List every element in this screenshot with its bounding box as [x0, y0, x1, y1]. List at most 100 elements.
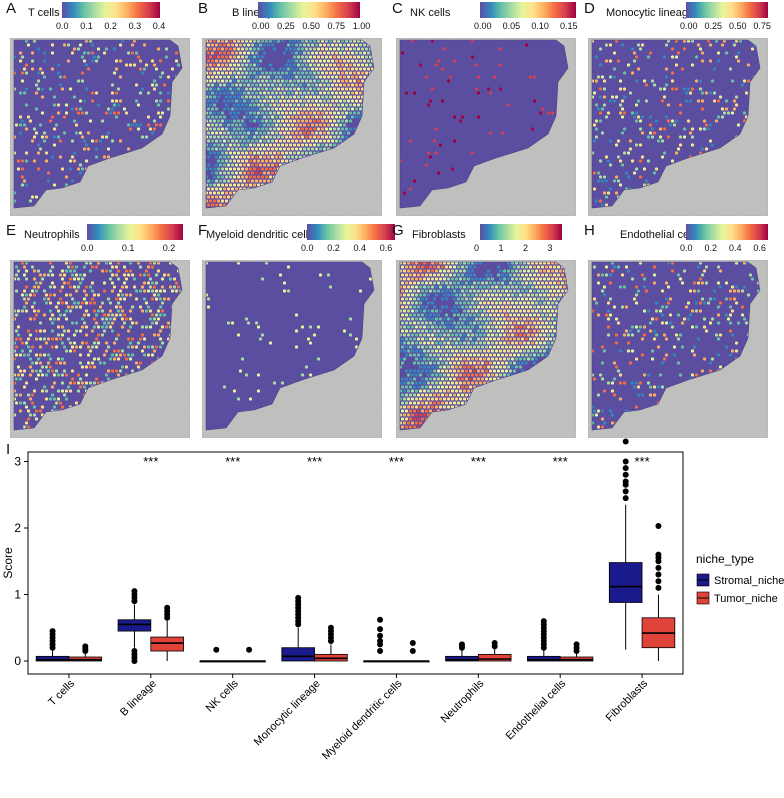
outlier-point — [377, 641, 384, 648]
colorbar-tick: 0.0 — [56, 21, 69, 31]
plot-frame — [27, 451, 684, 675]
panel-label-e: E — [6, 222, 17, 239]
outlier-point — [49, 644, 56, 651]
outlier-point — [49, 631, 56, 638]
outlier-point — [327, 624, 334, 631]
outlier-point — [409, 648, 416, 655]
panel-label-f: F — [198, 222, 208, 239]
y-tick-label: 3 — [14, 455, 21, 469]
colorbar-tick: 0.50 — [302, 21, 320, 31]
outlier-point — [49, 638, 56, 645]
box-stromal-niche — [281, 647, 315, 662]
colorbar-tick: 0.05 — [502, 21, 521, 31]
box-tumor-niche — [396, 660, 430, 663]
colorbar-tick: 0.4 — [152, 21, 166, 31]
panel-label-d: D — [584, 0, 595, 17]
outlier-point — [327, 631, 334, 638]
x-tick-label: Neutrophils — [439, 677, 487, 725]
spatial-panel-f: F Myeloid dendritic cells 0.0 0.2 0.4 0.6 — [198, 222, 395, 444]
x-tick-label: B lineage — [118, 678, 159, 719]
box-stromal-niche — [117, 619, 152, 632]
outlier-point — [622, 465, 629, 472]
outlier-point — [540, 618, 547, 625]
outlier-point — [295, 594, 302, 601]
tissue-spot-map — [202, 260, 382, 438]
outlier-point — [458, 644, 465, 651]
box-tumor-niche — [232, 660, 266, 663]
outlier-point — [655, 523, 662, 530]
spatial-panel-a: A T cells 0.0 0.1 0.2 0.3 0.4 — [6, 0, 202, 222]
outlier-point — [655, 551, 662, 558]
box-stromal-niche — [608, 562, 643, 603]
x-tick-label: Monocytic lineage — [252, 678, 323, 749]
colorbar-title: Neutrophils — [24, 229, 80, 241]
outlier-point — [295, 601, 302, 608]
outlier-point — [622, 458, 629, 465]
outlier-point — [622, 495, 629, 502]
outlier-point — [458, 641, 465, 648]
colorbar — [87, 224, 183, 240]
colorbar-tick: 1 — [498, 243, 504, 253]
outlier-point — [573, 648, 580, 655]
colorbar-tick: 2 — [522, 243, 528, 253]
colorbar-tick: 0.00 — [474, 21, 492, 31]
outlier-point — [295, 611, 302, 618]
outlier-point — [164, 608, 171, 615]
colorbar-tick: 3 — [547, 243, 553, 253]
y-tick-label: 2 — [14, 521, 21, 535]
panel-label-c: C — [392, 0, 403, 17]
legend-entry-label: Stromal_niche — [714, 575, 784, 587]
panel-label-h: H — [584, 222, 595, 239]
colorbar-tick: 0.4 — [353, 243, 367, 253]
outlier-point — [458, 643, 465, 650]
colorbar-title: Myeloid dendritic cells — [206, 229, 314, 241]
outlier-point — [131, 588, 138, 595]
outlier-point — [622, 478, 629, 485]
outlier-point — [573, 644, 580, 651]
colorbar-tick: 0.0 — [680, 243, 693, 253]
legend-swatch — [696, 573, 710, 587]
outlier-point — [377, 632, 384, 639]
colorbar-tick: 0.75 — [327, 21, 346, 31]
outlier-point — [655, 554, 662, 561]
significance-label: *** — [307, 454, 322, 469]
colorbar-tick: 0.00 — [252, 21, 270, 31]
outlier-point — [327, 638, 334, 645]
spatial-panel-e: E Neutrophils 0.0 0.1 0.2 — [6, 222, 202, 444]
outlier-point — [540, 621, 547, 628]
colorbar — [62, 2, 160, 18]
x-tick-label: T cells — [46, 677, 77, 708]
x-tick-label: Myeloid dendritic cells — [320, 677, 405, 762]
outlier-point — [82, 646, 89, 653]
outlier-point — [540, 644, 547, 651]
y-axis-label: Score — [1, 547, 15, 579]
outlier-point — [655, 578, 662, 585]
colorbar — [258, 2, 360, 18]
colorbar-title: NK cells — [410, 7, 451, 19]
outlier-point — [540, 628, 547, 635]
panel-label-i: I — [6, 441, 11, 458]
colorbar — [307, 224, 395, 240]
colorbar-tick: 0.15 — [559, 21, 578, 31]
colorbar-tick: 0 — [474, 243, 480, 253]
legend-swatch — [696, 591, 710, 605]
colorbar-tick: 0.1 — [121, 243, 135, 253]
outlier-point — [327, 634, 334, 641]
spatial-panel-g: G Fibroblasts 0 1 2 3 — [392, 222, 588, 444]
outlier-point — [655, 584, 662, 591]
significance-label: *** — [389, 454, 404, 469]
outlier-point — [49, 634, 56, 641]
outlier-point — [377, 616, 384, 623]
colorbar-tick: 0.3 — [128, 21, 142, 31]
colorbar-tick: 1.00 — [352, 21, 371, 31]
colorbar — [686, 224, 768, 240]
colorbar-tick: 0.1 — [80, 21, 93, 31]
outlier-point — [164, 611, 171, 618]
outlier-point — [49, 628, 56, 635]
outlier-point — [409, 640, 416, 647]
outlier-point — [491, 643, 498, 650]
outlier-point — [164, 614, 171, 621]
outlier-point — [540, 641, 547, 648]
outlier-point — [131, 658, 138, 664]
outlier-point — [540, 634, 547, 641]
